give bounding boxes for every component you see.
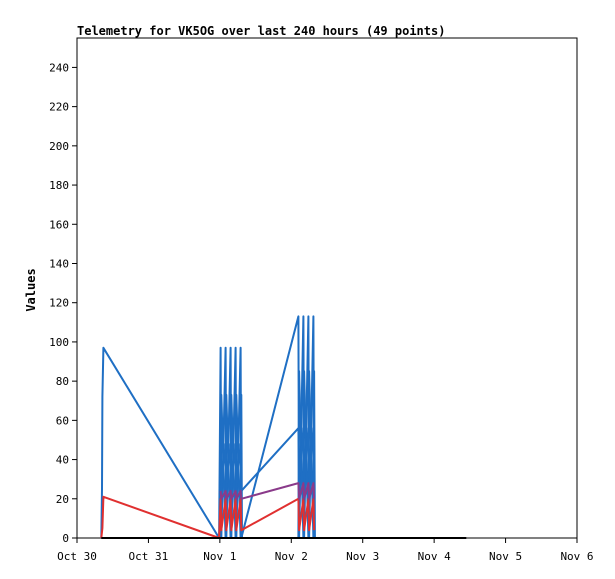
series-line-2 bbox=[219, 427, 316, 492]
y-tick-label: 160 bbox=[49, 218, 69, 231]
y-axis-ticks: 0 20 40 60 80 100 120 140 160 180 200 220 240 bbox=[49, 61, 77, 545]
y-tick-label: 100 bbox=[49, 336, 69, 349]
x-tick-label: Nov 3 bbox=[346, 550, 379, 563]
series-layer bbox=[100, 315, 467, 539]
y-tick-label: 40 bbox=[56, 454, 69, 467]
y-tick-label: 180 bbox=[49, 179, 69, 192]
x-tick-label: Nov 5 bbox=[489, 550, 522, 563]
y-tick-label: 120 bbox=[49, 297, 69, 310]
plot-area bbox=[76, 37, 578, 539]
series-line-3 bbox=[100, 495, 316, 539]
chart-title: Telemetry for VK5OG over last 240 hours … bbox=[77, 24, 445, 38]
x-tick-label: Oct 31 bbox=[129, 550, 169, 563]
series-line-4 bbox=[219, 482, 316, 500]
x-tick-label: Nov 6 bbox=[560, 550, 593, 563]
y-axis-label: Values bbox=[24, 268, 38, 311]
x-tick-label: Oct 30 bbox=[57, 550, 97, 563]
y-tick-label: 80 bbox=[56, 375, 69, 388]
y-tick-label: 220 bbox=[49, 101, 69, 114]
x-tick-label: Nov 4 bbox=[418, 550, 451, 563]
y-tick-label: 20 bbox=[56, 493, 69, 506]
y-tick-label: 60 bbox=[56, 414, 69, 427]
y-tick-label: 140 bbox=[49, 257, 69, 270]
x-tick-label: Nov 1 bbox=[203, 550, 236, 563]
y-tick-label: 0 bbox=[62, 532, 69, 545]
x-axis-ticks: Oct 30 Oct 31 Nov 1 Nov 2 Nov 3 Nov 4 Nov 5 Nov… bbox=[57, 538, 594, 563]
y-tick-label: 240 bbox=[49, 61, 69, 74]
x-tick-label: Nov 2 bbox=[275, 550, 308, 563]
y-tick-label: 200 bbox=[49, 140, 69, 153]
